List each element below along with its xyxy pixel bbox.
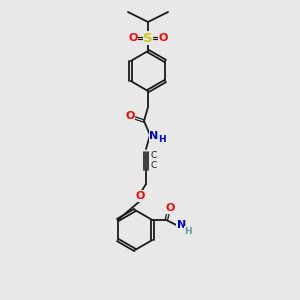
- Text: O: O: [128, 33, 138, 43]
- Text: H: H: [158, 134, 166, 143]
- Text: O: O: [158, 33, 168, 43]
- Text: C: C: [151, 152, 157, 160]
- Text: O: O: [135, 191, 145, 201]
- Text: O: O: [166, 203, 175, 213]
- Text: N: N: [177, 220, 186, 230]
- Text: N: N: [149, 131, 159, 141]
- Text: H: H: [184, 226, 192, 236]
- Text: O: O: [125, 111, 135, 121]
- Text: C: C: [151, 161, 157, 170]
- Text: S: S: [143, 32, 153, 44]
